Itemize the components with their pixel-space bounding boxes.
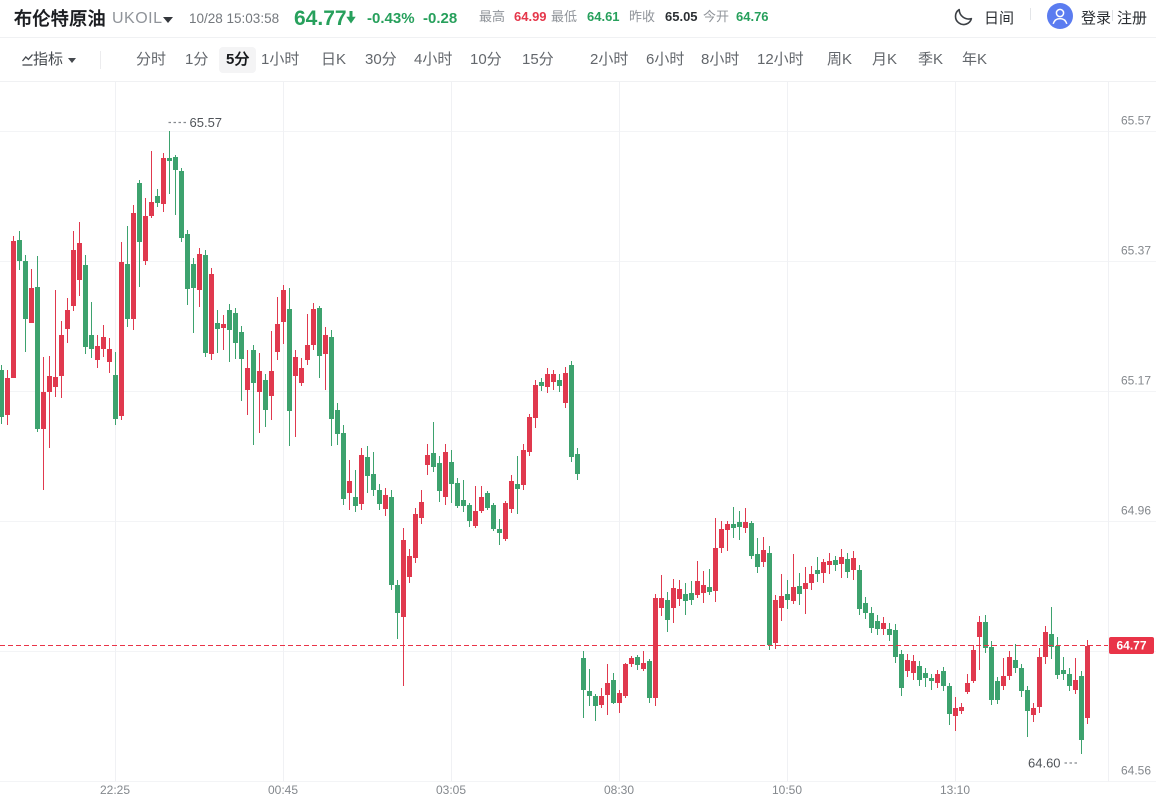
svg-text:65.37: 65.37 <box>1121 244 1151 258</box>
svg-text:64.77: 64.77 <box>1116 639 1146 653</box>
svg-text:65.57: 65.57 <box>190 115 223 130</box>
svg-text:65.57: 65.57 <box>1121 114 1151 128</box>
svg-text:65.17: 65.17 <box>1121 374 1151 388</box>
svg-text:13:10: 13:10 <box>940 783 970 797</box>
svg-text:03:05: 03:05 <box>436 783 466 797</box>
svg-text:64.96: 64.96 <box>1121 504 1151 518</box>
svg-text:00:45: 00:45 <box>268 783 298 797</box>
svg-text:10:50: 10:50 <box>772 783 802 797</box>
svg-text:08:30: 08:30 <box>604 783 634 797</box>
svg-text:22:25: 22:25 <box>100 783 130 797</box>
svg-text:64.60: 64.60 <box>1028 756 1061 771</box>
svg-text:64.56: 64.56 <box>1121 764 1151 778</box>
